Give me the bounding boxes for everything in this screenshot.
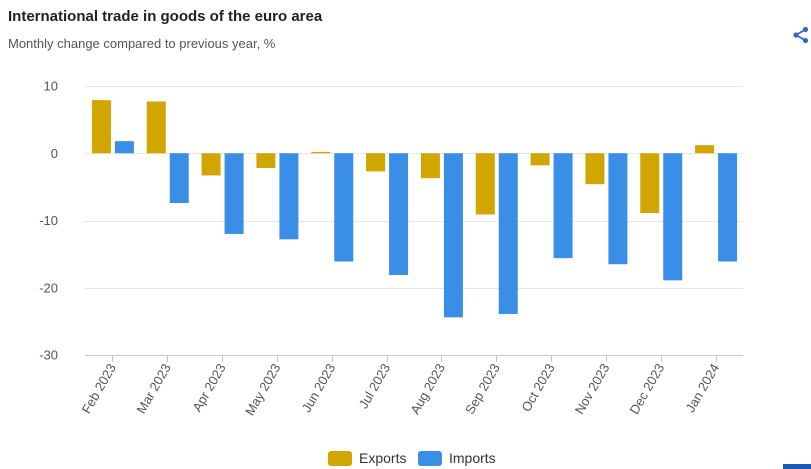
exports-bar[interactable]	[475, 153, 495, 215]
series-imports	[114, 141, 738, 318]
x-tick-label: May 2023	[242, 361, 284, 418]
x-axis: Feb 2023 Mar 2023 Apr 2023 May 2023 Jun 2023…	[79, 355, 722, 418]
y-tick-label: -20	[39, 280, 58, 295]
exports-bar[interactable]	[420, 153, 440, 179]
imports-bar[interactable]	[169, 153, 189, 204]
x-tick-label: Jul 2023	[356, 361, 394, 411]
x-tick-label: Jun 2023	[299, 361, 339, 415]
x-tick-label: Feb 2023	[79, 361, 119, 416]
exports-bar[interactable]	[91, 100, 111, 154]
x-tick-label: Mar 2023	[133, 361, 173, 416]
chart-title: International trade in goods of the euro…	[8, 8, 323, 25]
imports-bar[interactable]	[498, 153, 518, 314]
share-button[interactable]	[792, 26, 810, 44]
series-exports	[91, 100, 715, 215]
imports-bar[interactable]	[334, 153, 354, 262]
legend-item-imports[interactable]: Imports	[418, 449, 496, 467]
exports-bar[interactable]	[256, 153, 276, 169]
x-tick-label: Nov 2023	[572, 361, 613, 417]
y-tick-label: -30	[39, 348, 58, 363]
x-tick-label: Sep 2023	[462, 361, 503, 417]
exports-bar[interactable]	[146, 101, 166, 154]
legend-swatch-imports	[418, 450, 442, 466]
y-tick-label: 0	[51, 146, 58, 161]
legend-label-exports: Exports	[359, 450, 407, 466]
imports-bar[interactable]	[389, 153, 409, 275]
corner-tab	[783, 464, 811, 469]
legend-item-exports[interactable]: Exports	[328, 449, 406, 467]
legend-label-imports: Imports	[449, 450, 496, 466]
legend-swatch-exports	[328, 450, 352, 466]
x-tick-label: Jan 2024	[682, 361, 722, 415]
x-tick-label: Dec 2023	[627, 361, 668, 417]
x-tick-label: Apr 2023	[189, 361, 228, 414]
imports-bar[interactable]	[553, 153, 573, 259]
exports-bar[interactable]	[530, 153, 550, 166]
exports-bar[interactable]	[311, 151, 331, 154]
exports-bar[interactable]	[366, 153, 386, 172]
share-icon	[793, 26, 809, 44]
imports-bar[interactable]	[718, 153, 738, 262]
exports-bar[interactable]	[640, 153, 660, 214]
imports-bar[interactable]	[279, 153, 299, 240]
y-tick-label: -10	[39, 213, 58, 228]
grid: 10 0 -10 -20 -30	[39, 79, 743, 363]
y-tick-label: 10	[44, 79, 58, 94]
imports-bar[interactable]	[608, 153, 628, 265]
imports-bar[interactable]	[114, 141, 134, 154]
chart-subtitle: Monthly change compared to previous year…	[8, 36, 276, 51]
imports-bar[interactable]	[663, 153, 683, 281]
imports-bar[interactable]	[224, 153, 244, 234]
x-tick-label: Oct 2023	[518, 361, 557, 414]
exports-bar[interactable]	[695, 145, 715, 154]
imports-bar[interactable]	[443, 153, 463, 318]
exports-bar[interactable]	[585, 153, 605, 185]
x-tick-label: Aug 2023	[407, 361, 448, 417]
exports-bar[interactable]	[201, 153, 221, 176]
